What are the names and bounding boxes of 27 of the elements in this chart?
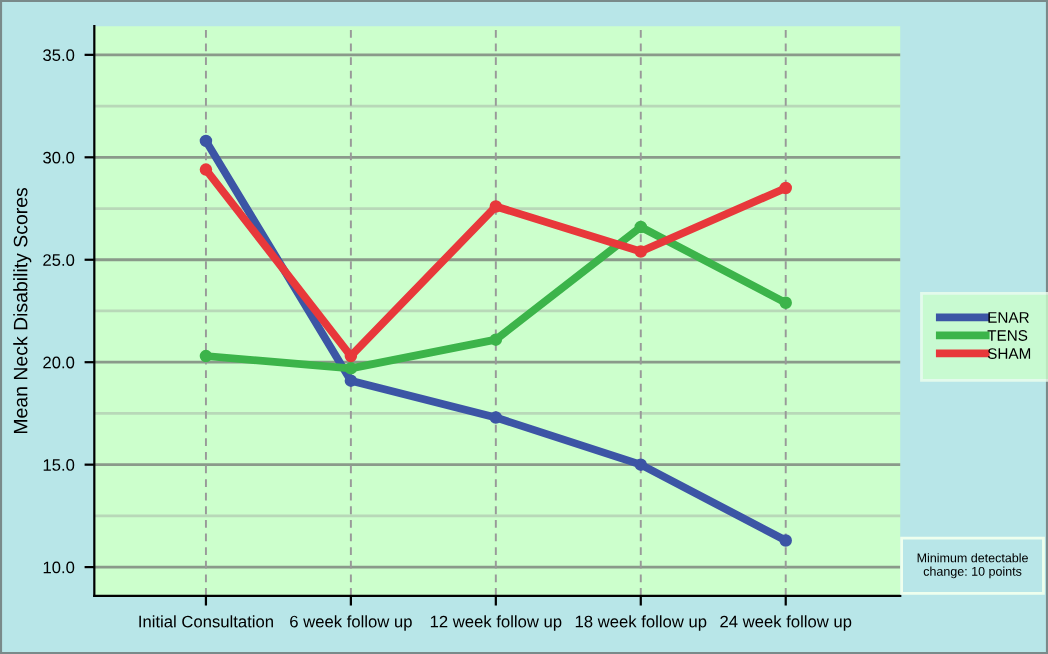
point [634, 458, 648, 471]
x-tick-label: 12 week follow up [430, 615, 562, 631]
x-tick-label: 6 week follow up [290, 615, 412, 631]
point [199, 349, 213, 363]
point [344, 374, 358, 387]
y-tick-label: 15.0 [43, 459, 75, 471]
point [634, 220, 648, 234]
y-tick-label: 25.0 [43, 254, 75, 266]
point [199, 134, 213, 148]
point [199, 163, 213, 176]
point [344, 349, 358, 363]
point [779, 181, 792, 195]
y-tick-label: 35.0 [43, 49, 75, 62]
x-tick-label: 18 week follow up [575, 615, 707, 631]
x-tick-label: 24 week follow up [720, 615, 852, 631]
y-axis-title: Mean Neck Disability Scores [13, 187, 32, 434]
point [779, 296, 792, 310]
y-tick-label: 20.0 [43, 356, 75, 369]
y-tick-label: 30.0 [43, 151, 75, 164]
point [489, 411, 503, 424]
point [634, 245, 648, 258]
point [489, 200, 503, 213]
y-tick-label: 10.0 [43, 561, 75, 574]
point [489, 333, 503, 346]
point [779, 534, 792, 547]
point [344, 362, 358, 375]
x-tick-label: Initial Consultation [139, 615, 273, 628]
